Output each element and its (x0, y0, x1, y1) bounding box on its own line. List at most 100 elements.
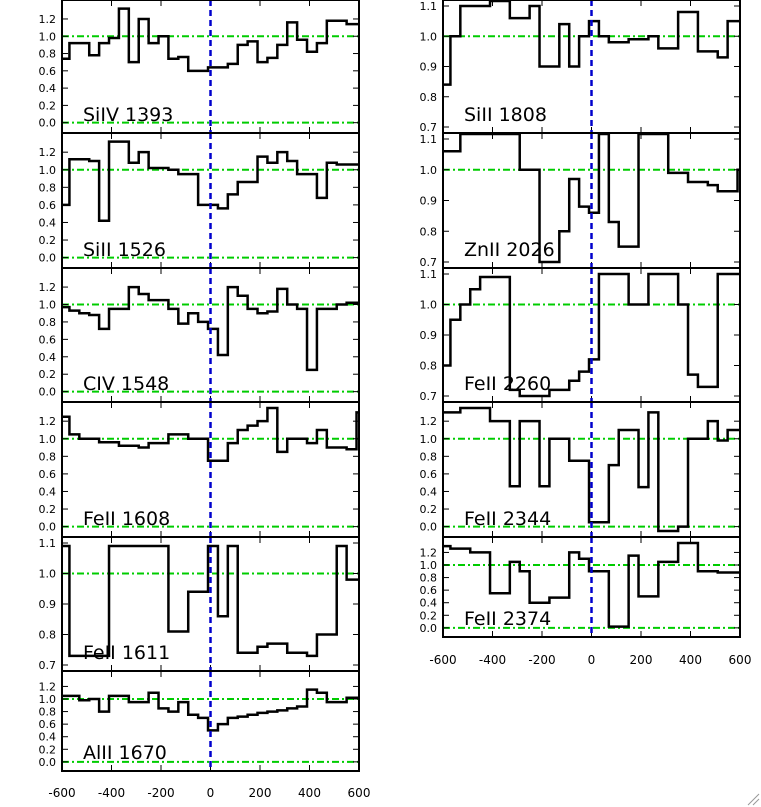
y-tick-label: 1.0 (39, 299, 57, 312)
y-tick-label: 1.2 (39, 281, 57, 294)
y-tick-label: 0.8 (39, 316, 57, 329)
y-tick-label: 1.1 (420, 268, 438, 281)
y-tick-label: 0.9 (420, 195, 438, 208)
y-tick-label: 0.0 (420, 521, 438, 534)
y-tick-label: 0.2 (420, 609, 438, 622)
y-tick-label: 1.0 (420, 164, 438, 177)
y-tick-label: 0.8 (420, 225, 438, 238)
y-tick-label: 1.1 (420, 0, 438, 13)
y-tick-label: 0.4 (39, 731, 57, 744)
ion-label: FeII 1611 (83, 642, 170, 664)
y-tick-label: 0.0 (39, 521, 57, 534)
y-tick-label: 1.0 (420, 299, 438, 312)
y-tick-label: 0.2 (420, 503, 438, 516)
x-tick-label: -600 (48, 786, 75, 800)
y-tick-label: 1.0 (420, 559, 438, 572)
y-tick-label: 0.4 (420, 485, 438, 498)
y-tick-label: 0.7 (420, 390, 438, 403)
spectrum-step-line (62, 544, 359, 658)
y-tick-label: 1.2 (39, 415, 57, 428)
spectrum-step-line (62, 406, 359, 462)
y-tick-label: 0.2 (39, 368, 57, 381)
y-tick-label: 1.2 (420, 546, 438, 559)
x-tick-label: 600 (729, 653, 752, 667)
resize-grip-icon (747, 793, 760, 806)
ion-label: SiII 1526 (83, 239, 166, 261)
y-tick-label: 0.7 (420, 121, 438, 134)
y-tick-label: 1.1 (420, 133, 438, 146)
x-tick-label: -400 (98, 786, 125, 800)
x-tick-label: 200 (630, 653, 653, 667)
y-tick-label: 1.0 (39, 693, 57, 706)
x-tick-label: -600 (429, 653, 456, 667)
y-tick-label: 0.4 (420, 597, 438, 610)
y-tick-label: 0.0 (39, 117, 57, 130)
y-tick-label: 0.8 (420, 360, 438, 373)
ion-label: FeII 2374 (464, 608, 551, 630)
y-tick-label: 0.6 (39, 468, 57, 481)
y-tick-label: 0.0 (39, 756, 57, 769)
spectrum-step-line (62, 140, 359, 222)
spectrum-step-line (443, 406, 740, 533)
y-tick-label: 0.0 (39, 252, 57, 265)
y-tick-label: 0.7 (39, 659, 57, 672)
y-tick-label: 0.4 (39, 485, 57, 498)
y-tick-label: 0.0 (39, 386, 57, 399)
y-tick-label: 0.4 (39, 82, 57, 95)
y-tick-label: 0.2 (39, 99, 57, 112)
y-tick-label: 0.6 (420, 584, 438, 597)
spectrum-step-line (443, 541, 740, 628)
y-tick-label: 0.0 (420, 622, 438, 635)
x-tick-label: -400 (479, 653, 506, 667)
y-tick-label: 0.9 (420, 61, 438, 74)
y-tick-label: 1.0 (420, 30, 438, 43)
y-tick-label: 1.1 (39, 537, 57, 550)
y-tick-label: 0.6 (39, 333, 57, 346)
y-tick-label: 0.2 (39, 743, 57, 756)
y-tick-label: 0.6 (39, 65, 57, 78)
spectrum-step-line (62, 285, 359, 372)
ion-label: FeII 1608 (83, 508, 170, 530)
y-tick-label: 1.2 (39, 146, 57, 159)
ion-label: FeII 2260 (464, 373, 551, 395)
y-tick-label: 1.0 (39, 30, 57, 43)
y-tick-label: 0.4 (39, 351, 57, 364)
panel-frame (61, 670, 360, 772)
y-tick-label: 1.0 (39, 433, 57, 446)
x-tick-label: 200 (249, 786, 272, 800)
y-tick-label: 0.8 (39, 48, 57, 61)
x-tick-label: 0 (588, 653, 596, 667)
x-tick-label: 400 (679, 653, 702, 667)
y-tick-label: 1.0 (420, 433, 438, 446)
ion-label: SiII 1808 (464, 104, 547, 126)
y-tick-label: 0.2 (39, 234, 57, 247)
ion-label: CIV 1548 (83, 373, 169, 395)
y-tick-label: 0.6 (39, 199, 57, 212)
x-tick-label: 0 (207, 786, 215, 800)
y-tick-label: 0.8 (420, 572, 438, 585)
ion-label: FeII 2344 (464, 508, 551, 530)
x-tick-label: -200 (147, 786, 174, 800)
ion-label: ZnII 2026 (464, 239, 555, 261)
ion-label: SiIV 1393 (83, 104, 173, 126)
spectrum-step-line (443, 272, 740, 398)
y-tick-label: 1.2 (39, 13, 57, 26)
x-tick-label: -200 (528, 653, 555, 667)
y-tick-label: 0.6 (420, 468, 438, 481)
y-tick-label: 0.8 (420, 91, 438, 104)
y-tick-label: 1.2 (420, 415, 438, 428)
spectrum-step-line (62, 688, 359, 732)
panel-frame (442, 536, 741, 638)
x-tick-label: 600 (348, 786, 371, 800)
y-tick-label: 0.8 (39, 629, 57, 642)
y-tick-label: 0.2 (39, 503, 57, 516)
x-tick-label: 400 (298, 786, 321, 800)
ion-label: AlII 1670 (83, 742, 167, 764)
y-tick-label: 0.9 (420, 329, 438, 342)
y-tick-label: 0.9 (39, 598, 57, 611)
y-tick-label: 0.4 (39, 216, 57, 229)
y-tick-label: 1.0 (39, 164, 57, 177)
y-tick-label: 0.8 (420, 450, 438, 463)
y-tick-label: 0.8 (39, 450, 57, 463)
